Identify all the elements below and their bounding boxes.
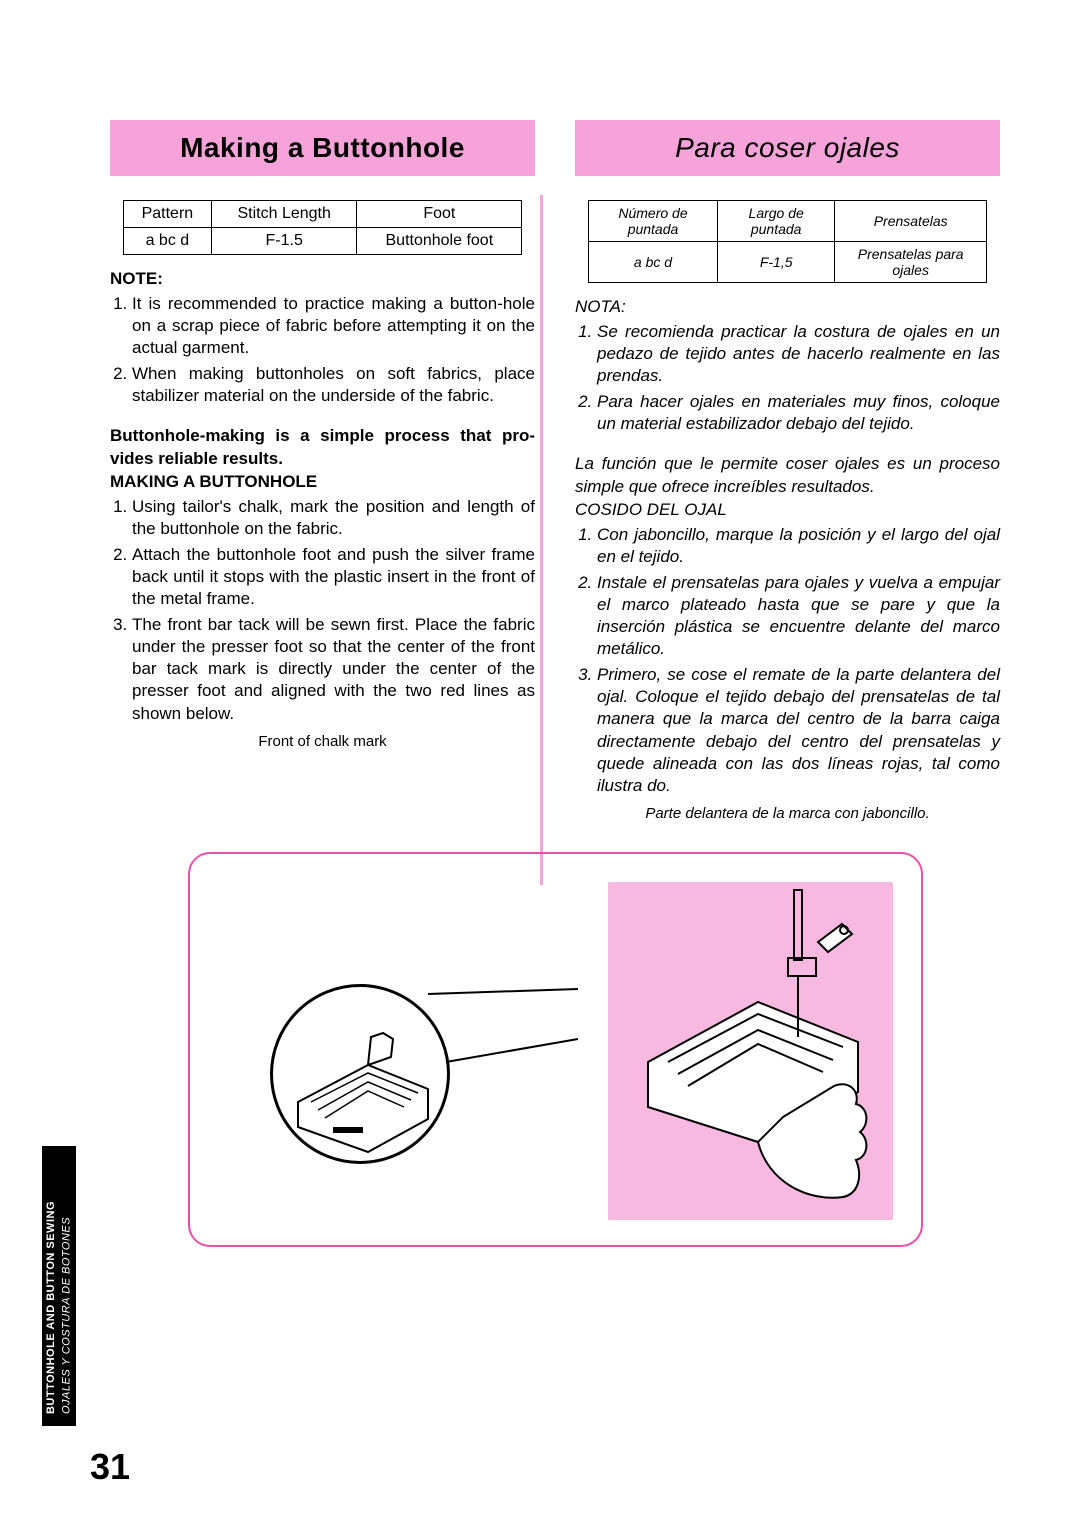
heading-band-en: Making a Buttonhole — [110, 120, 535, 176]
foot-detail-illustration — [273, 987, 453, 1167]
intro-es: La función que le permite coser ojales e… — [575, 453, 1000, 497]
th-stitch-length-es: Largo de puntada — [718, 201, 835, 242]
sub-heading-es: COSIDO DEL OJAL — [575, 500, 1000, 520]
td-pattern-es: a bc d — [588, 242, 717, 283]
tab-label-es: OJALES Y COSTURA DE BOTONES — [60, 1217, 72, 1414]
steps-list-es: Con jaboncillo, marque la posición y el … — [575, 524, 1000, 797]
td-foot: Buttonhole foot — [357, 228, 522, 255]
notes-list-es: Se recomienda practicar la costura de oj… — [575, 321, 1000, 435]
spec-table-en: Pattern Stitch Length Foot a bc d F-1.5 … — [123, 200, 523, 255]
heading-en: Making a Buttonhole — [180, 132, 465, 164]
td-pattern: a bc d — [123, 228, 211, 255]
intro-en: Buttonhole-making is a simple process th… — [110, 425, 535, 469]
th-pattern-es: Número de puntada — [588, 201, 717, 242]
note-item: When making buttonholes on soft fabrics,… — [132, 363, 535, 407]
step-item: Instale el prensatelas para ojales y vue… — [597, 572, 1000, 660]
magnified-view — [270, 984, 450, 1164]
td-foot-es: Prensatelas para ojales — [835, 242, 987, 283]
step-item: Con jaboncillo, marque la posición y el … — [597, 524, 1000, 568]
note-item: Se recomienda practicar la costura de oj… — [597, 321, 1000, 387]
heading-band-es: Para coser ojales — [575, 120, 1000, 176]
figure-pink-panel — [608, 882, 893, 1220]
magnifier-leader-lines — [428, 984, 578, 1064]
note-label-en: NOTE: — [110, 269, 535, 289]
th-stitch-length: Stitch Length — [212, 201, 357, 228]
heading-es: Para coser ojales — [675, 132, 900, 164]
english-column: Making a Buttonhole Pattern Stitch Lengt… — [110, 120, 535, 822]
spanish-column: Para coser ojales Número de puntada Larg… — [575, 120, 1000, 822]
note-item: It is recommended to practice making a b… — [132, 293, 535, 359]
sub-heading-en: MAKING A BUTTONHOLE — [110, 472, 535, 492]
spec-table-es: Número de puntada Largo de puntada Prens… — [588, 200, 988, 283]
column-divider — [540, 195, 543, 885]
instruction-figure — [188, 852, 923, 1247]
note-item: Para hacer ojales en materiales muy fino… — [597, 391, 1000, 435]
th-foot: Foot — [357, 201, 522, 228]
th-foot-es: Prensatelas — [835, 201, 987, 242]
td-stitch-length: F-1.5 — [212, 228, 357, 255]
step-item: Using tailor's chalk, mark the position … — [132, 496, 535, 540]
caption-es: Parte delantera de la marca con jaboncil… — [575, 805, 1000, 822]
tab-label-en: BUTTONHOLE AND BUTTON SEWING — [45, 1201, 57, 1414]
page-number: 31 — [90, 1446, 130, 1488]
step-item: The front bar tack will be sewn first. P… — [132, 614, 535, 724]
th-pattern: Pattern — [123, 201, 211, 228]
steps-list-en: Using tailor's chalk, mark the position … — [110, 496, 535, 725]
presser-foot-illustration — [608, 882, 893, 1220]
note-label-es: NOTA: — [575, 297, 1000, 317]
step-item: Primero, se cose el remate de la parte d… — [597, 664, 1000, 797]
section-tab: BUTTONHOLE AND BUTTON SEWING OJALES Y CO… — [42, 1146, 76, 1426]
notes-list-en: It is recommended to practice making a b… — [110, 293, 535, 407]
caption-en: Front of chalk mark — [110, 733, 535, 750]
td-stitch-length-es: F-1,5 — [718, 242, 835, 283]
step-item: Attach the buttonhole foot and push the … — [132, 544, 535, 610]
